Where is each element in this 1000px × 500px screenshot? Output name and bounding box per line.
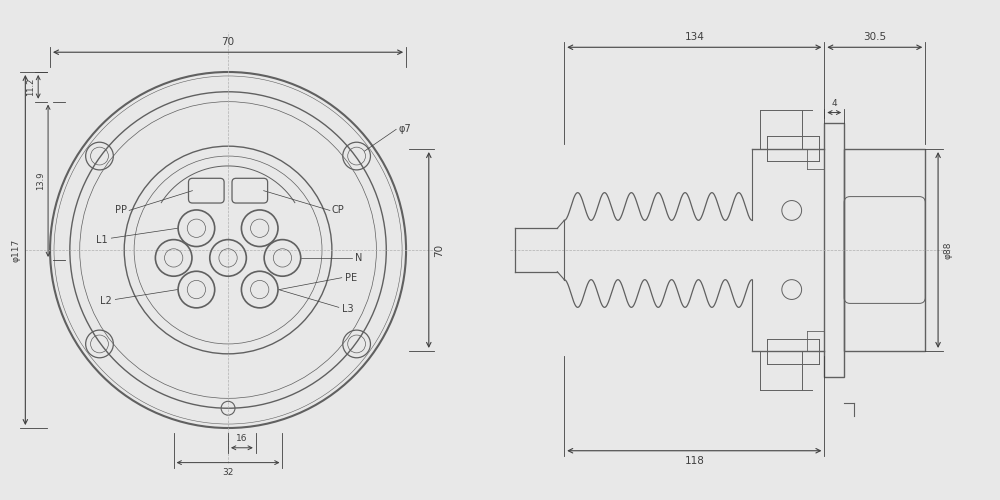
Text: PP: PP	[115, 206, 127, 216]
Text: 118: 118	[684, 456, 704, 466]
Text: φ7: φ7	[398, 124, 411, 134]
Text: L1: L1	[96, 235, 107, 245]
Text: L3: L3	[342, 304, 353, 314]
Text: 30.5: 30.5	[863, 32, 886, 42]
Text: 4: 4	[831, 98, 837, 108]
Text: 32: 32	[222, 468, 234, 476]
Text: 13.9: 13.9	[36, 172, 45, 190]
Text: L2: L2	[100, 296, 111, 306]
Text: CP: CP	[332, 206, 345, 216]
Text: φ117: φ117	[11, 238, 20, 262]
Text: 70: 70	[221, 38, 235, 48]
Text: φ88: φ88	[943, 242, 952, 259]
Text: PE: PE	[345, 272, 357, 282]
Text: 70: 70	[434, 244, 444, 256]
Text: N: N	[355, 253, 362, 263]
Bar	[844, 149, 925, 351]
Text: 16: 16	[236, 434, 248, 443]
Text: 11.2: 11.2	[26, 78, 35, 96]
Bar	[824, 124, 844, 376]
Text: 134: 134	[684, 32, 704, 42]
